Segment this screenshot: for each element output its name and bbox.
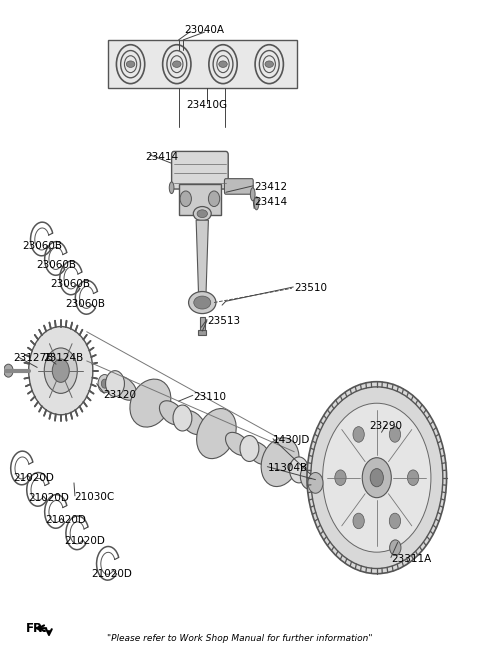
Text: "Please refer to Work Shop Manual for further information": "Please refer to Work Shop Manual for fu…: [107, 634, 373, 643]
Circle shape: [173, 405, 192, 431]
Text: 21020D: 21020D: [91, 569, 132, 579]
Ellipse shape: [193, 206, 211, 221]
Text: 23110: 23110: [193, 392, 226, 401]
Circle shape: [289, 457, 308, 483]
Text: 21020D: 21020D: [29, 493, 70, 503]
Circle shape: [52, 359, 69, 382]
Text: 21020D: 21020D: [64, 536, 106, 546]
Text: 23510: 23510: [294, 283, 327, 293]
Circle shape: [307, 382, 446, 574]
Ellipse shape: [126, 61, 135, 68]
Text: 23290: 23290: [370, 420, 403, 431]
Ellipse shape: [172, 61, 181, 68]
Circle shape: [44, 348, 77, 394]
Text: 23060B: 23060B: [36, 260, 76, 270]
Circle shape: [29, 327, 93, 415]
Text: 23311A: 23311A: [391, 554, 431, 564]
Text: 23124B: 23124B: [43, 353, 83, 363]
Circle shape: [180, 191, 192, 206]
Circle shape: [353, 426, 364, 442]
Text: 21020D: 21020D: [13, 472, 54, 483]
Ellipse shape: [180, 411, 205, 435]
Bar: [200, 317, 204, 331]
Circle shape: [101, 379, 108, 388]
Text: 11304B: 11304B: [267, 463, 308, 473]
Text: 23060B: 23060B: [50, 279, 90, 289]
Circle shape: [370, 468, 384, 487]
Ellipse shape: [261, 438, 299, 487]
Text: 23412: 23412: [254, 182, 287, 192]
Text: 23127B: 23127B: [13, 353, 54, 363]
Circle shape: [353, 513, 364, 529]
Ellipse shape: [169, 182, 174, 194]
Circle shape: [389, 513, 401, 529]
Ellipse shape: [265, 61, 274, 68]
Circle shape: [208, 191, 220, 206]
Ellipse shape: [251, 188, 255, 200]
FancyBboxPatch shape: [225, 179, 253, 194]
Circle shape: [4, 364, 13, 377]
Circle shape: [308, 472, 323, 493]
Text: 23513: 23513: [207, 316, 240, 326]
Text: 21020D: 21020D: [46, 515, 86, 525]
Circle shape: [389, 426, 401, 442]
Ellipse shape: [194, 296, 211, 309]
FancyBboxPatch shape: [172, 151, 228, 189]
Ellipse shape: [226, 432, 250, 455]
Text: 23410G: 23410G: [186, 100, 228, 110]
Text: 23414: 23414: [145, 152, 179, 162]
Ellipse shape: [289, 461, 309, 482]
Bar: [179, 184, 221, 215]
Text: 23120: 23120: [103, 390, 136, 399]
Text: FR.: FR.: [25, 622, 48, 635]
Polygon shape: [196, 220, 208, 293]
Circle shape: [390, 540, 401, 555]
Ellipse shape: [112, 376, 137, 400]
Circle shape: [311, 387, 443, 568]
Ellipse shape: [247, 442, 271, 464]
Circle shape: [106, 371, 124, 397]
Ellipse shape: [189, 292, 216, 313]
Circle shape: [362, 458, 391, 497]
Text: 1430JD: 1430JD: [273, 435, 311, 445]
Circle shape: [98, 374, 111, 393]
Text: 23414: 23414: [254, 197, 287, 207]
Circle shape: [323, 403, 431, 552]
Circle shape: [240, 436, 259, 461]
Text: 23060B: 23060B: [65, 299, 106, 309]
Ellipse shape: [159, 401, 184, 425]
Ellipse shape: [197, 210, 207, 217]
Ellipse shape: [219, 61, 227, 68]
Ellipse shape: [130, 379, 171, 427]
Text: 21030C: 21030C: [74, 492, 114, 502]
Circle shape: [300, 463, 319, 489]
Ellipse shape: [254, 197, 259, 210]
Ellipse shape: [197, 409, 236, 459]
Bar: [108, 40, 297, 89]
Circle shape: [408, 470, 419, 486]
Bar: [199, 330, 206, 335]
Text: 23040A: 23040A: [185, 25, 225, 35]
Circle shape: [335, 470, 346, 486]
Text: 23060B: 23060B: [22, 241, 62, 251]
